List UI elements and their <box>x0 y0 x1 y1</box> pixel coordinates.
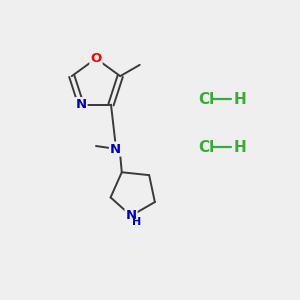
Text: O: O <box>90 52 102 65</box>
Text: N: N <box>110 142 121 155</box>
Text: N: N <box>125 209 136 222</box>
Text: Cl: Cl <box>198 140 214 154</box>
Text: Cl: Cl <box>198 92 214 106</box>
Text: H: H <box>131 218 141 227</box>
Text: N: N <box>75 98 87 111</box>
Text: H: H <box>233 140 246 154</box>
Text: H: H <box>233 92 246 106</box>
